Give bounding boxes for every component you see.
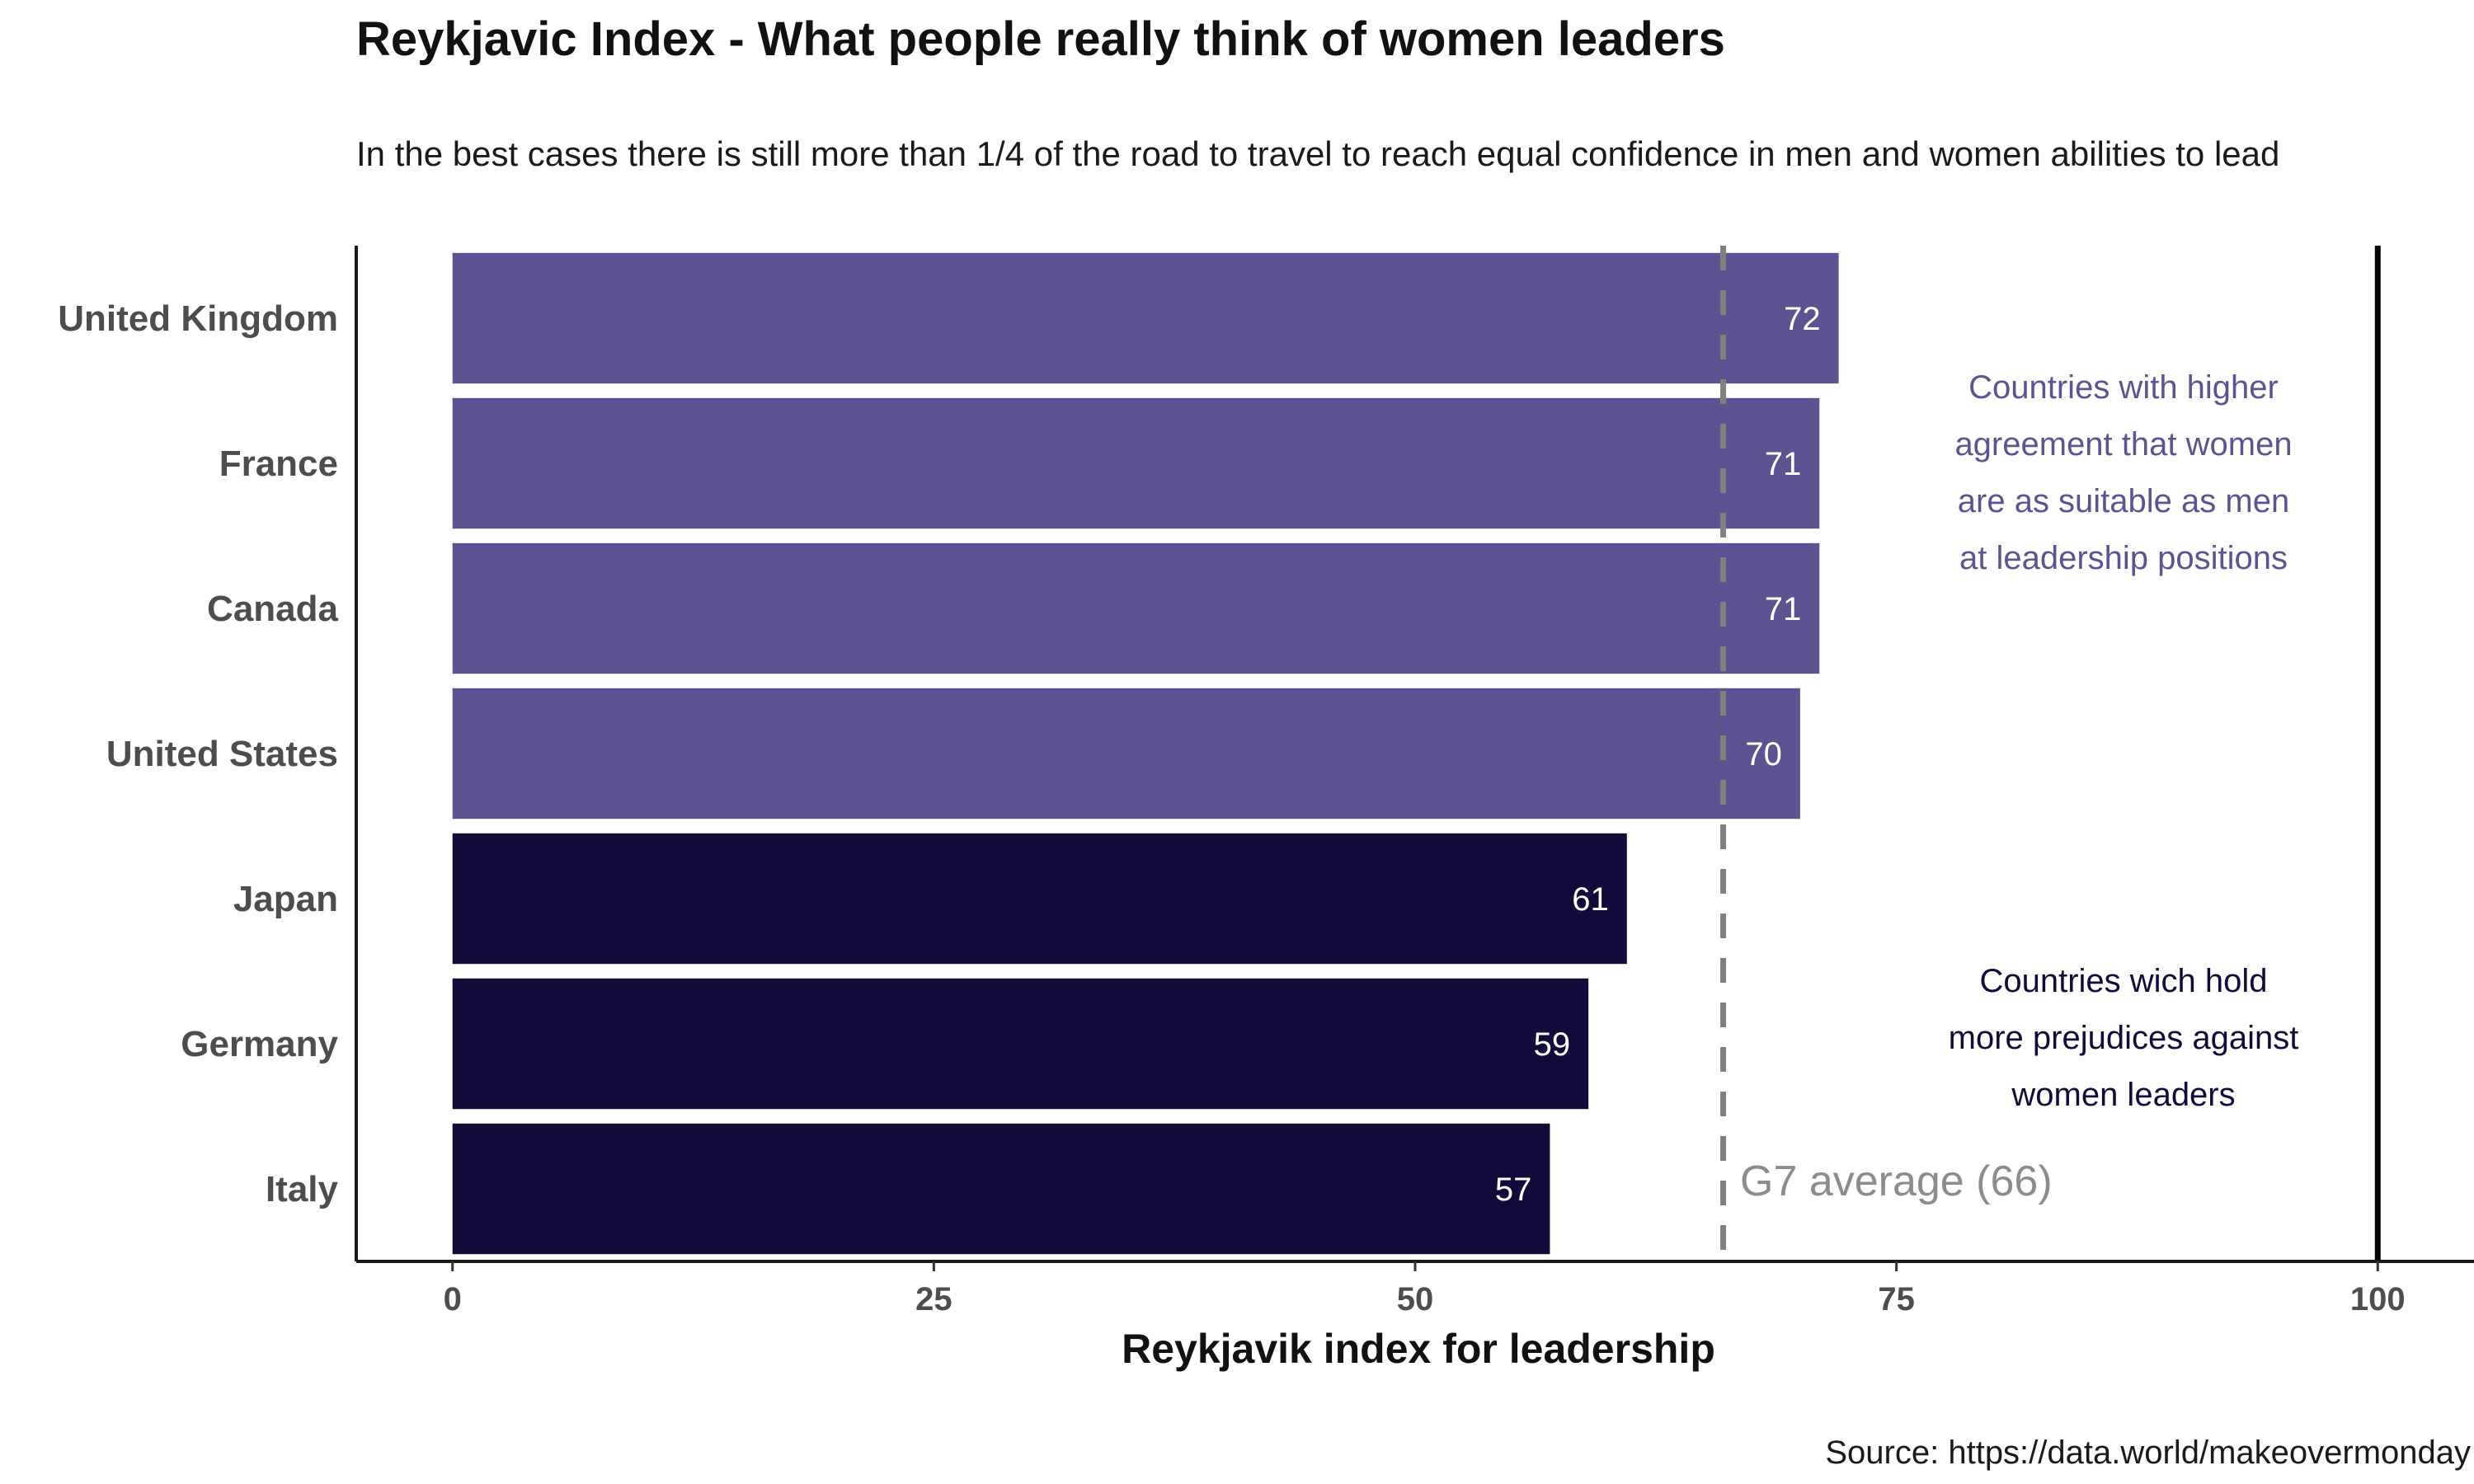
x-tick-label-75: 75 (1878, 1281, 1915, 1317)
bar-united-states (452, 688, 1800, 819)
category-labels: United Kingdom France Canada United States J… (58, 298, 338, 1209)
value-labels: 72 71 71 70 61 59 57 (1495, 301, 1821, 1208)
category-label-united-kingdom: United Kingdom (58, 298, 338, 339)
value-label-canada: 71 (1765, 591, 1802, 627)
category-label-france: France (219, 444, 338, 484)
bar-france (452, 397, 1820, 529)
reference-lines (1720, 246, 2381, 1261)
annotation-lower-line-1: Countries wich hold (1979, 963, 2267, 999)
value-label-italy: 57 (1495, 1172, 1532, 1208)
annotation-higher-line-4: at leadership positions (1959, 540, 2288, 576)
bar-canada (452, 542, 1820, 674)
value-label-germany: 59 (1534, 1026, 1571, 1063)
annotation-higher-line-1: Countries with higher (1968, 369, 2279, 406)
bar-united-kingdom (452, 252, 1839, 384)
source-caption: Source: https://data.world/makeovermonda… (1825, 1435, 2471, 1471)
value-label-france: 71 (1765, 446, 1802, 482)
value-label-japan: 61 (1572, 881, 1609, 918)
bar-japan (452, 833, 1627, 965)
x-tick-label-0: 0 (444, 1281, 462, 1317)
bar-germany (452, 978, 1589, 1110)
category-label-japan: Japan (233, 879, 338, 919)
category-label-italy: Italy (266, 1169, 339, 1209)
category-label-germany: Germany (181, 1024, 338, 1064)
category-label-united-states: United States (106, 734, 338, 774)
annotation-higher-line-3: are as suitable as men (1958, 483, 2289, 519)
bar-italy (452, 1123, 1550, 1255)
category-label-canada: Canada (207, 589, 338, 629)
value-label-united-states: 70 (1745, 736, 1782, 773)
annotations: Countries with higher agreement that wome… (1949, 369, 2299, 1113)
x-tick-label-25: 25 (915, 1281, 952, 1317)
bars-layer (452, 252, 1839, 1255)
x-ticks: 0 25 50 75 100 (444, 1261, 2406, 1317)
value-label-united-kingdom: 72 (1784, 301, 1821, 337)
x-axis-label: Reykjavik index for leadership (1122, 1326, 1715, 1372)
annotation-higher-line-2: agreement that women (1954, 426, 2292, 463)
x-tick-label-100: 100 (2350, 1281, 2406, 1317)
chart-subtitle: In the best cases there is still more th… (356, 134, 2279, 173)
annotation-lower-line-2: more prejudices against (1949, 1020, 2299, 1056)
annotation-lower-line-3: women leaders (2011, 1077, 2235, 1113)
average-label: G7 average (66) (1740, 1158, 2053, 1205)
chart-title: Reykjavic Index - What people really thi… (356, 12, 1725, 66)
x-tick-label-50: 50 (1397, 1281, 1434, 1317)
